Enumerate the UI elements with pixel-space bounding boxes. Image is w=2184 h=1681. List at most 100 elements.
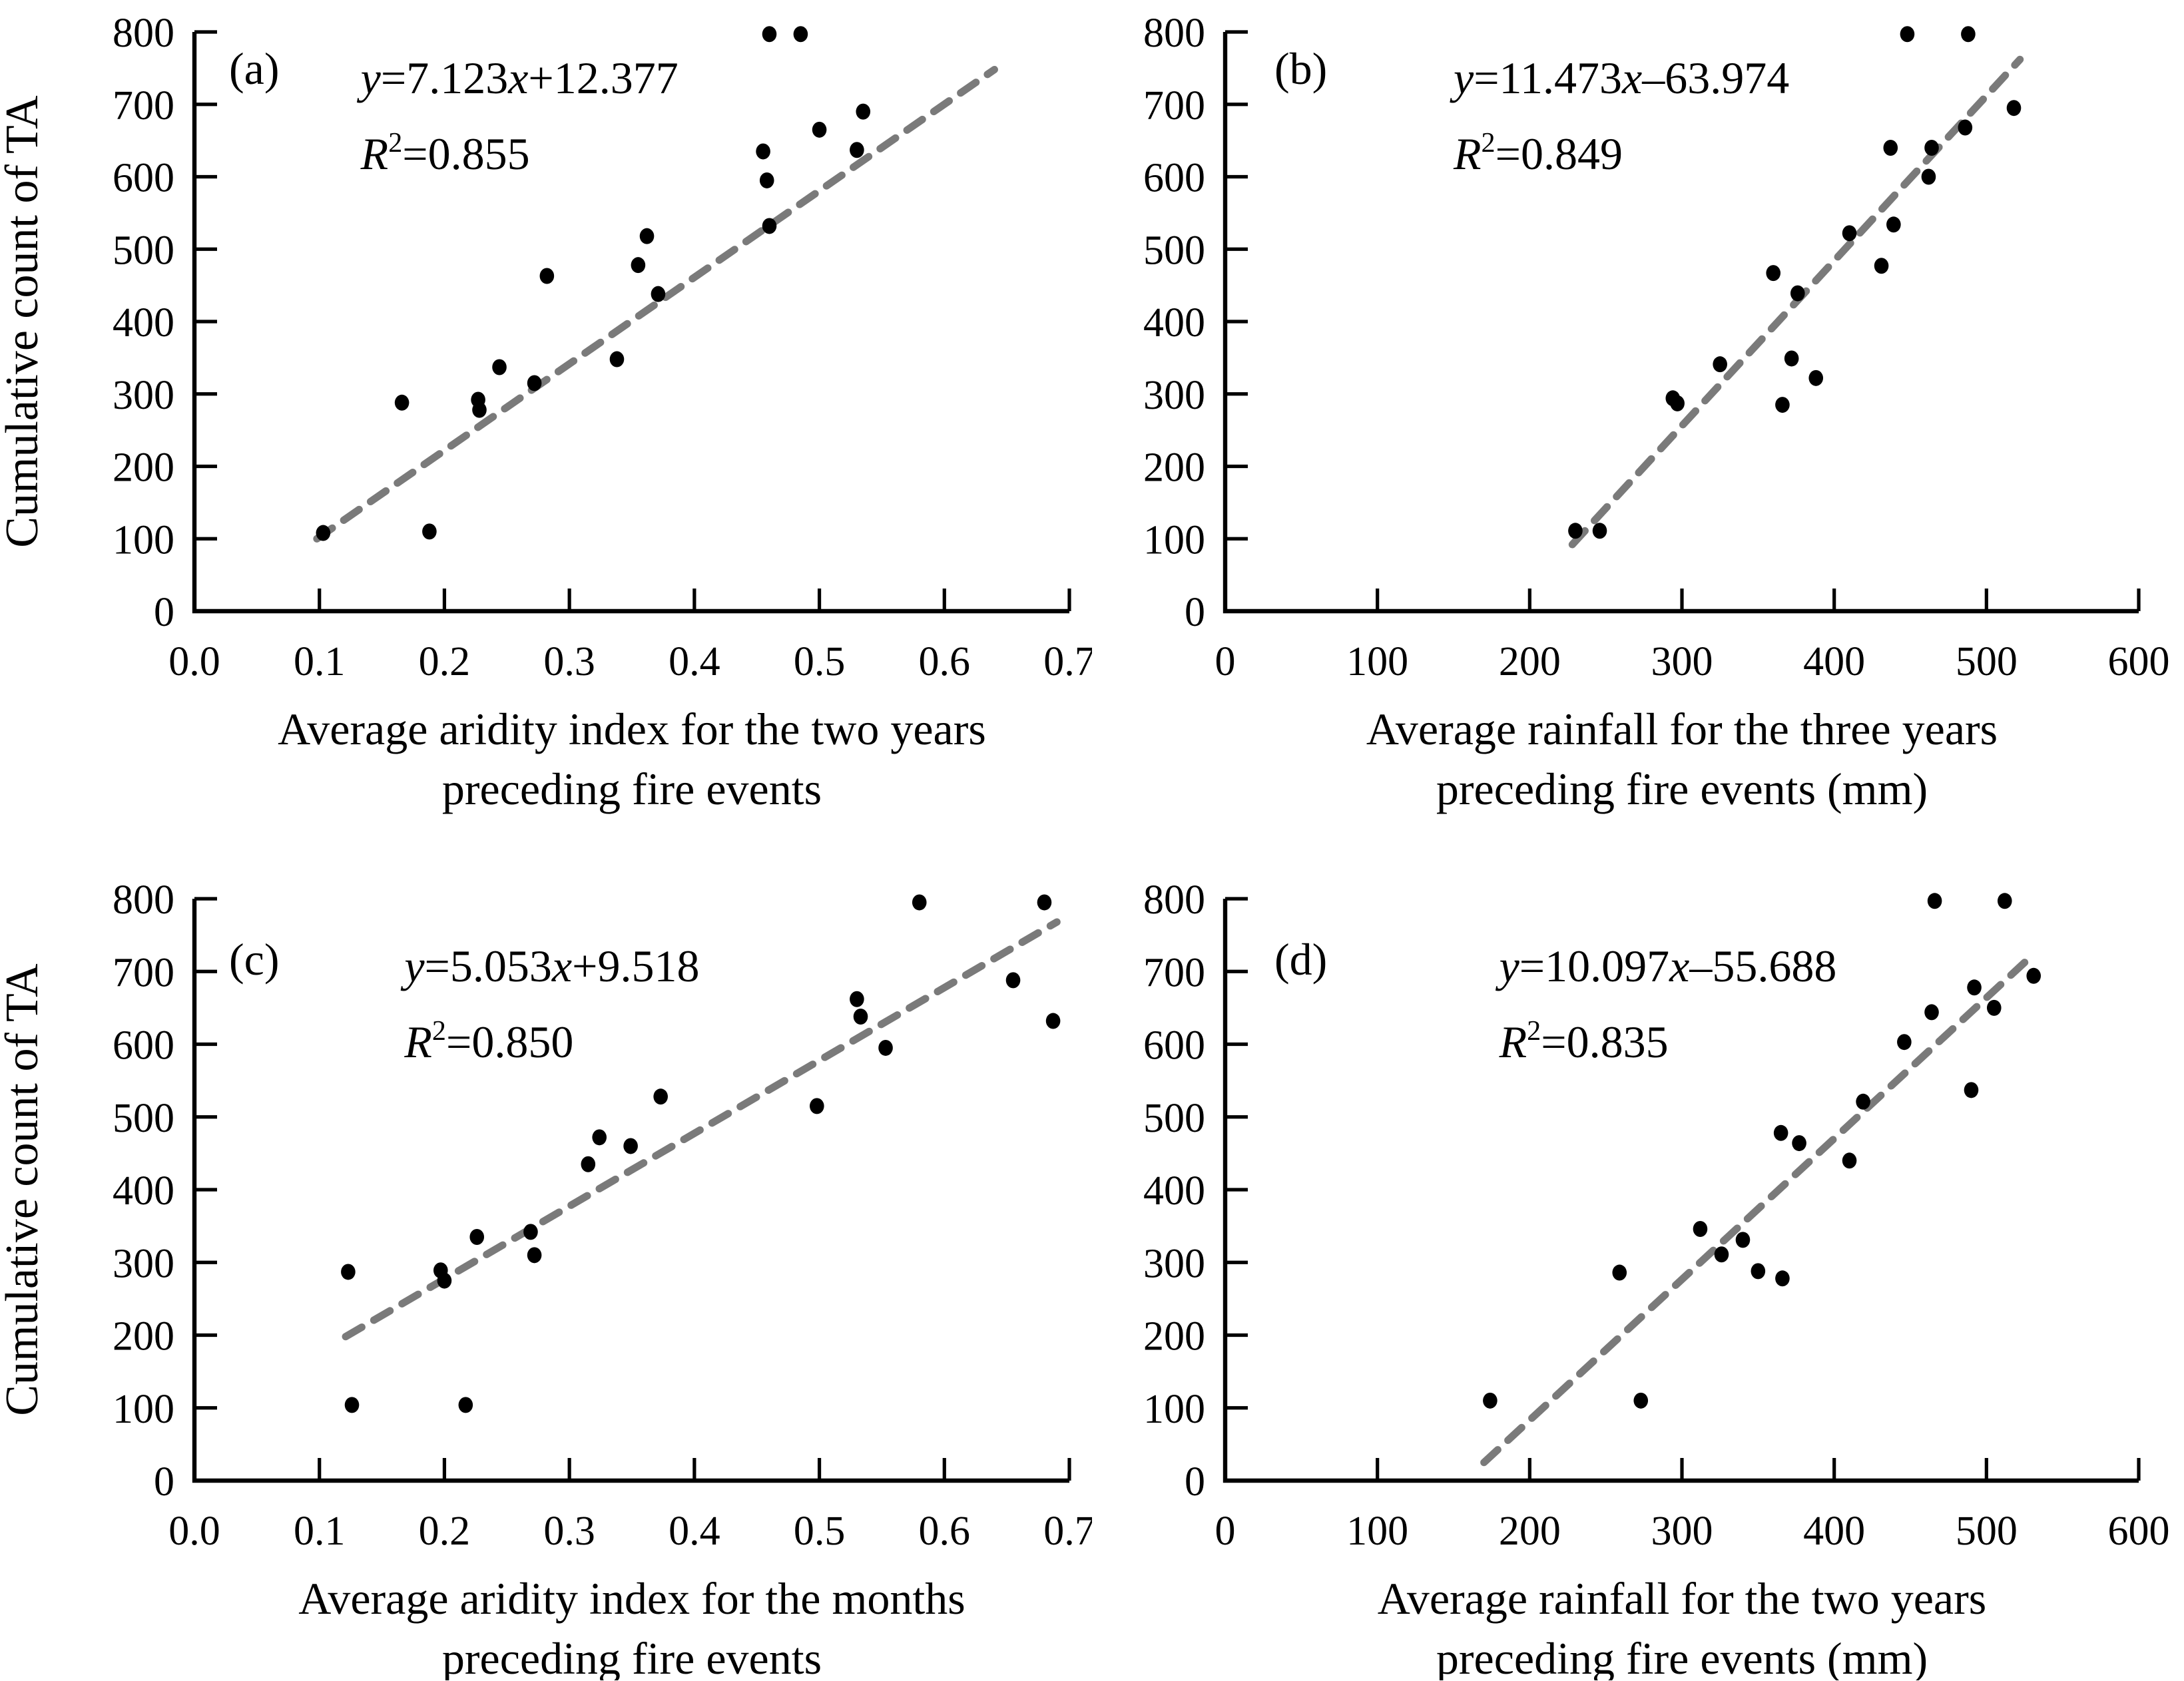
data-point (1714, 1246, 1729, 1263)
data-point (1842, 225, 1857, 242)
data-point (492, 359, 507, 375)
x-axis-title-line2: preceding fire events (mm) (1436, 764, 1928, 814)
data-point (472, 401, 487, 418)
data-point (422, 523, 437, 540)
data-point (1633, 1392, 1649, 1409)
y-tick-label: 0 (154, 590, 174, 635)
data-point (1766, 265, 1780, 282)
x-tick-label: 0.7 (1043, 639, 1092, 684)
panel-d: 0 100 200 300 400 500 600 700 800 0 100 200 300 400 50… (1092, 840, 2184, 1680)
scatter-plot: 0 100 200 300 400 500 600 700 800 0 100 200 300 400 50… (1143, 11, 2170, 814)
y-tick-label: 300 (113, 1241, 174, 1286)
panel-letter: (b) (1274, 43, 1327, 94)
data-point (856, 103, 871, 120)
data-point (344, 1397, 360, 1413)
data-point (1612, 1264, 1627, 1281)
x-tick-label: 0.2 (419, 639, 471, 684)
data-point (639, 228, 655, 244)
y-tick-label: 400 (113, 300, 174, 346)
axis-frame (192, 32, 1069, 614)
r-squared-label: R2=0.855 (360, 127, 530, 179)
y-tick-label: 600 (113, 156, 174, 201)
equation-label: y=7.123x+12.377 (357, 53, 679, 103)
x-tick-label: 300 (1651, 639, 1713, 684)
y-tick-label: 700 (113, 950, 174, 995)
panel-a: 0 100 200 300 400 500 600 700 800 0.0 0.1 0.2 0.3 0.4… (0, 0, 1092, 840)
x-tick-label: 600 (2108, 639, 2170, 684)
y-tick-label: 500 (113, 228, 174, 273)
x-axis-title-line1: Average rainfall for the two years (1378, 1573, 1986, 1624)
data-point (1842, 1152, 1857, 1169)
equation-label: y=10.097x–55.688 (1496, 941, 1837, 991)
data-point (793, 26, 808, 43)
data-point (1921, 168, 1936, 185)
x-tick-label: 0.6 (919, 1509, 971, 1554)
data-point (1874, 258, 1889, 274)
trend-line (313, 65, 998, 543)
data-point (1964, 1082, 1979, 1098)
y-tick-label: 800 (113, 877, 174, 923)
x-tick-label: 0.5 (794, 639, 846, 684)
panel-letter: (c) (229, 934, 279, 985)
data-point (1773, 1124, 1788, 1141)
data-point (850, 991, 864, 1007)
data-point (1808, 369, 1824, 386)
data-point (810, 1098, 824, 1114)
data-point (1592, 523, 1607, 539)
y-axis-title: Cumulative count of TA (0, 95, 48, 548)
scatter-plot: 0 100 200 300 400 500 600 700 800 0 100 200 300 400 50… (1143, 877, 2170, 1680)
y-tick-label: 500 (1143, 228, 1205, 273)
y-tick-label: 100 (113, 517, 174, 563)
y-tick-label: 0 (1185, 590, 1205, 635)
equation-label: y=11.473x–63.974 (1450, 53, 1789, 103)
x-axis-title-line1: Average aridity index for the months (298, 1573, 965, 1624)
x-tick-label: 0.2 (419, 1509, 471, 1554)
data-point (2026, 967, 2042, 984)
data-point (762, 26, 777, 43)
data-point (623, 1138, 638, 1154)
y-tick-label: 200 (1143, 1314, 1205, 1359)
data-point (2006, 100, 2022, 117)
x-tick-label: 0.0 (168, 639, 220, 684)
data-point (756, 143, 770, 160)
data-point (1670, 395, 1685, 411)
y-tick-label: 700 (113, 83, 174, 128)
data-point (437, 1272, 452, 1289)
y-tick-label: 800 (1143, 877, 1205, 923)
y-tick-label: 200 (1143, 445, 1205, 491)
scatter-plot: 0 100 200 300 400 500 600 700 800 0.0 0.1 0.2 0.3 0.4… (0, 11, 1092, 814)
data-point (762, 218, 777, 234)
r-squared-label: R2=0.850 (404, 1015, 573, 1067)
y-tick-label: 400 (113, 1168, 174, 1214)
x-tick-label: 0.5 (794, 1509, 846, 1554)
data-point (1997, 893, 2012, 909)
data-point (1900, 26, 1915, 43)
x-tick-label: 400 (1803, 1509, 1865, 1554)
x-tick-label: 0.6 (919, 639, 971, 684)
data-point (581, 1156, 596, 1172)
x-tick-label: 0.7 (1043, 1509, 1092, 1554)
x-tick-label: 0.0 (168, 1509, 220, 1554)
data-point (1784, 350, 1799, 367)
y-tick-label: 100 (113, 1387, 174, 1432)
x-tick-label: 0 (1215, 1509, 1236, 1554)
y-tick-label: 600 (113, 1023, 174, 1069)
data-point (1967, 979, 1982, 996)
y-tick-label: 800 (1143, 11, 1205, 56)
data-point (527, 375, 542, 391)
data-point (609, 351, 625, 367)
data-point (316, 525, 331, 541)
y-tick-label: 600 (1143, 156, 1205, 201)
data-point (523, 1224, 538, 1240)
r-squared-label: R2=0.849 (1453, 127, 1623, 179)
x-tick-label: 200 (1499, 1509, 1561, 1554)
x-tick-label: 0.4 (669, 1509, 720, 1554)
data-point (1037, 894, 1052, 911)
data-point (1735, 1232, 1751, 1248)
y-tick-label: 700 (1143, 950, 1205, 995)
y-axis-title: Cumulative count of TA (0, 963, 48, 1416)
x-tick-label: 0.3 (543, 639, 595, 684)
data-point (1927, 893, 1942, 909)
axis-frame (1223, 32, 2139, 614)
